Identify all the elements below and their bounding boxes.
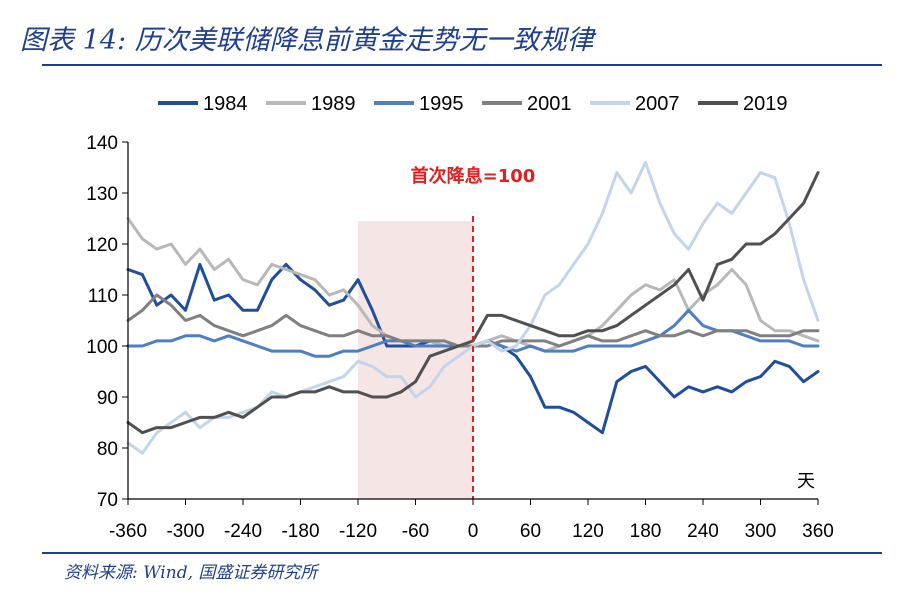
x-tick-label: 0 — [468, 521, 479, 542]
x-tick-label: 360 — [802, 521, 834, 542]
legend-label: 2019 — [743, 93, 788, 115]
marker-label: 首次降息=100 — [411, 165, 536, 187]
title-divider — [42, 64, 882, 66]
legend-item-2007: 2007 — [590, 93, 680, 115]
x-tick-label: -240 — [224, 521, 262, 542]
legend-item-1984: 1984 — [158, 93, 248, 115]
legend-label: 2007 — [635, 93, 680, 115]
y-tick-label: 70 — [97, 490, 118, 511]
x-tick-label: -120 — [339, 521, 377, 542]
y-tick-label: 120 — [86, 235, 118, 256]
x-tick-label: -60 — [402, 521, 429, 542]
x-tick-label: 300 — [745, 521, 777, 542]
x-tick-label: 60 — [520, 521, 541, 542]
y-tick-label: 90 — [97, 388, 118, 409]
legend-item-2001: 2001 — [482, 93, 572, 115]
legend: 1984 1989 1995 2001 2007 2019 — [158, 93, 788, 115]
legend-label: 2001 — [527, 93, 572, 115]
x-tick-label: -300 — [166, 521, 204, 542]
legend-item-1995: 1995 — [374, 93, 464, 115]
y-tick-label: 140 — [86, 133, 118, 154]
x-tick-label: 180 — [630, 521, 662, 542]
legend-label: 1989 — [311, 93, 356, 115]
y-tick-label: 110 — [88, 286, 118, 307]
footer-divider — [42, 552, 882, 554]
first-cut-marker: 首次降息=100 — [411, 165, 536, 499]
x-axis-unit-label: 天 — [797, 471, 815, 492]
x-tick-label: -180 — [281, 521, 319, 542]
axes: 70 80 90 100 110 120 130 140 -360 -300 -240 -180 -12… — [86, 133, 834, 542]
y-tick-label: 80 — [97, 439, 118, 460]
legend-label: 1984 — [203, 93, 248, 115]
x-tick-label: -360 — [109, 521, 147, 542]
legend-item-1989: 1989 — [266, 93, 356, 115]
x-tick-label: 120 — [572, 521, 604, 542]
legend-item-2019: 2019 — [698, 93, 788, 115]
source-note: 资料来源: Wind, 国盛证券研究所 — [64, 563, 318, 583]
legend-label: 1995 — [419, 93, 464, 115]
x-tick-label: 240 — [687, 521, 719, 542]
y-tick-label: 100 — [86, 337, 118, 358]
y-tick-label: 130 — [86, 184, 118, 205]
figure-title: 图表 14: 历次美联储降息前黄金走势无一致规律 — [20, 25, 594, 56]
